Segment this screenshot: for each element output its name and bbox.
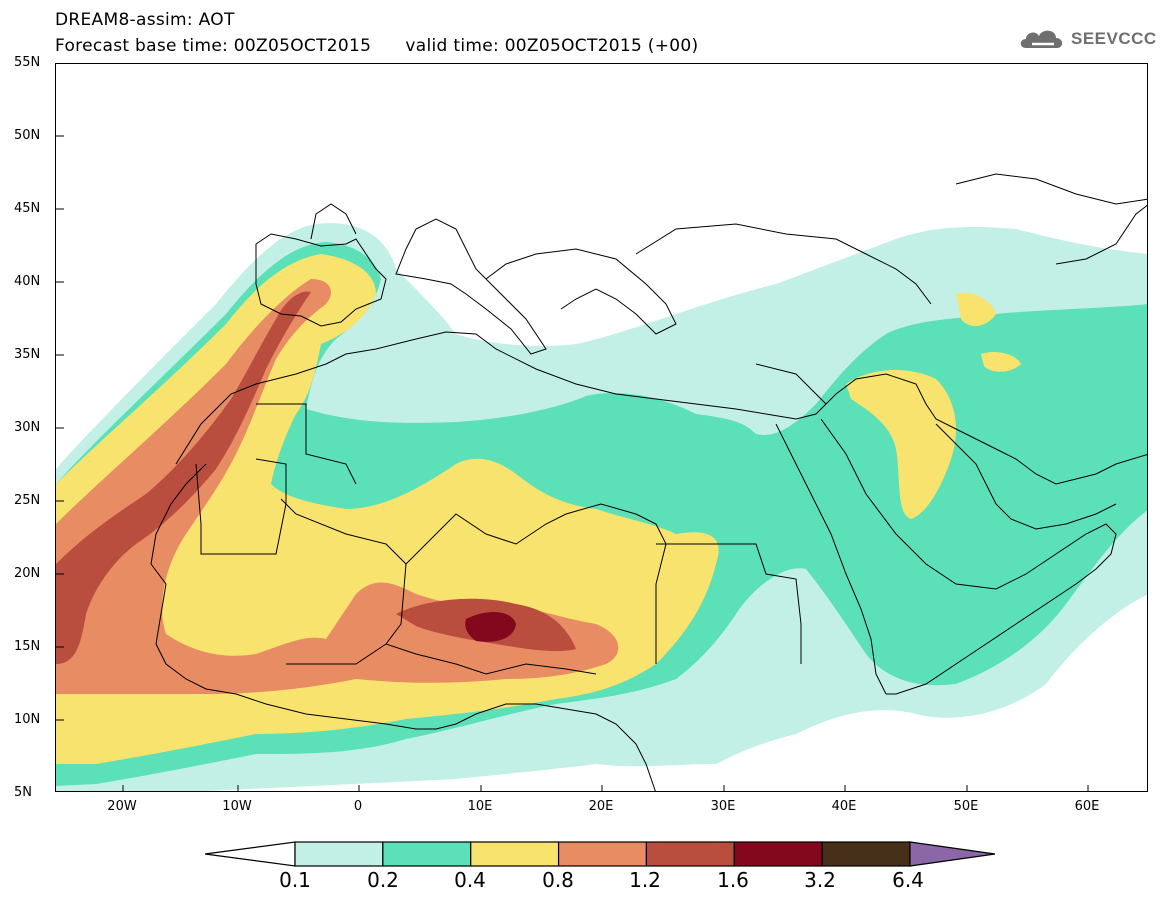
lon-label-0: 0 [353, 799, 363, 814]
lon-label-40e: 40E [831, 799, 857, 814]
seevccc-logo: SEEVCCC [1018, 26, 1157, 52]
lon-label-10e: 10E [467, 799, 493, 814]
colorbar-cell-2 [470, 841, 560, 867]
lat-label-25n: 25N [14, 493, 41, 508]
lat-label-40n: 40N [14, 274, 41, 289]
lat-label-45n: 45N [14, 201, 41, 216]
lat-label-15n: 15N [14, 639, 41, 654]
coastlines-borders [150, 173, 1147, 791]
colorbar-label-1.2: 1.2 [629, 868, 661, 892]
colorbar-cell-6 [821, 841, 911, 867]
cloud-icon [1020, 30, 1063, 48]
map-panel[interactable] [55, 63, 1148, 792]
lon-label-30e: 30E [710, 799, 736, 814]
colorbar-cell-5 [733, 841, 823, 867]
lon-label-50e: 50E [953, 799, 979, 814]
lon-label-10w: 10W [222, 799, 252, 814]
colorbar-cell-0 [294, 841, 384, 867]
colorbar-label-6.4: 6.4 [892, 868, 924, 892]
lat-label-20n: 20N [14, 566, 41, 581]
lat-label-10n: 10N [14, 712, 41, 727]
colorbar-label-0.2: 0.2 [367, 868, 399, 892]
lat-label-5n: 5N [14, 785, 32, 800]
aot-colorbar [205, 841, 996, 867]
colorbar-below-arrow [205, 841, 296, 867]
colorbar-label-0.4: 0.4 [454, 868, 486, 892]
lon-label-20w: 20W [107, 799, 137, 814]
lat-label-50n: 50N [14, 128, 41, 143]
colorbar-above-arrow [909, 841, 996, 867]
lat-label-35n: 35N [14, 347, 41, 362]
colorbar-label-1.6: 1.6 [717, 868, 749, 892]
colorbar-cells [294, 841, 911, 867]
lat-label-55n: 55N [14, 55, 41, 70]
colorbar-cell-4 [645, 841, 735, 867]
colorbar-label-0.1: 0.1 [279, 868, 311, 892]
colorbar-label-3.2: 3.2 [804, 868, 836, 892]
lon-label-20e: 20E [588, 799, 614, 814]
aot-contour-1.6 [465, 612, 516, 642]
colorbar-cell-1 [382, 841, 472, 867]
logo-text: SEEVCCC [1071, 29, 1157, 48]
lon-label-60e: 60E [1074, 799, 1100, 814]
aot-field [56, 135, 1147, 791]
colorbar-cell-3 [557, 841, 648, 867]
lat-label-30n: 30N [14, 420, 41, 435]
colorbar-label-0.8: 0.8 [542, 868, 574, 892]
graticule-ticks [56, 135, 1089, 791]
map-title: DREAM8-assim: AOT [55, 10, 235, 30]
forecast-times: Forecast base time: 00Z05OCT2015 valid t… [55, 36, 699, 56]
